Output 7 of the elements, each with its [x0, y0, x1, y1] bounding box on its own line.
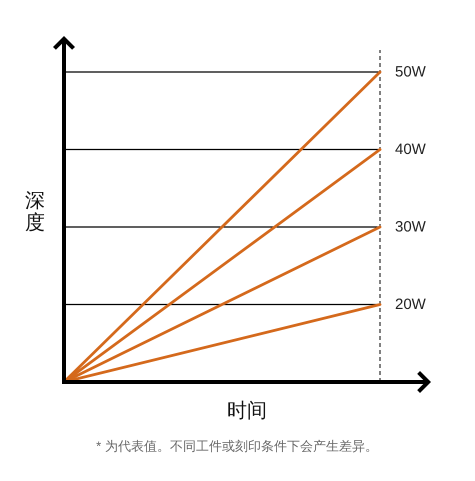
series-label: 50W	[395, 64, 426, 80]
y-axis-title: 深度	[25, 190, 45, 234]
text: * 为代表值。不同工件或刻印条件下会产生差异。	[96, 438, 378, 454]
x-axis-title: 时间	[227, 400, 267, 422]
series-label: 30W	[395, 218, 426, 236]
series-label: 20W	[395, 296, 426, 313]
series-label: 40W	[395, 141, 426, 158]
